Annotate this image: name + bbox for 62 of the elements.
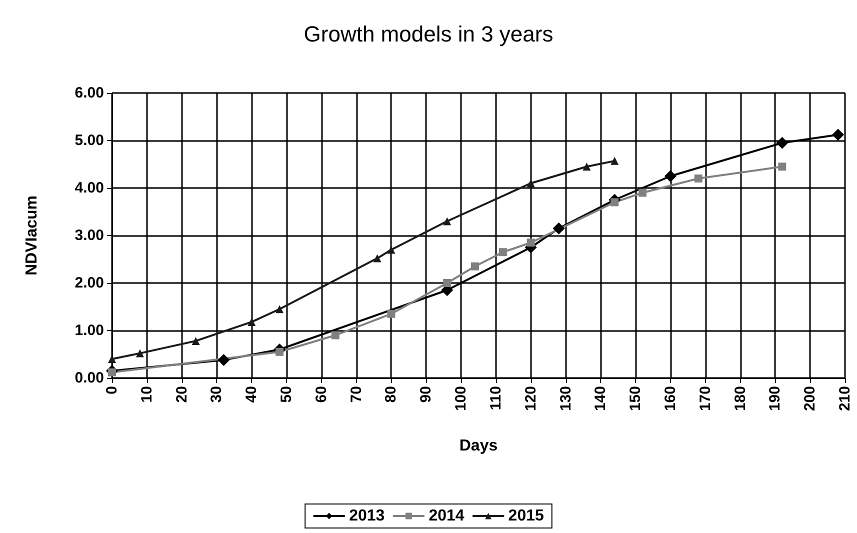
x-tick-label: 160 xyxy=(662,386,679,412)
point xyxy=(471,262,480,270)
x-axis-title: Days xyxy=(459,438,498,454)
point xyxy=(387,310,396,318)
x-tick-label: 150 xyxy=(627,386,644,412)
legend-label: 2014 xyxy=(428,508,464,524)
x-tick-label: 40 xyxy=(243,386,260,403)
y-tick-label: 4.00 xyxy=(74,180,104,196)
point xyxy=(526,238,535,247)
x-tick-label: 70 xyxy=(348,386,365,403)
point xyxy=(776,136,788,149)
x-tick-label: 210 xyxy=(836,386,854,412)
point xyxy=(192,336,200,345)
y-tick-label: 1.00 xyxy=(74,322,104,339)
point xyxy=(610,156,619,165)
x-tick-label: 0 xyxy=(104,386,120,394)
point xyxy=(664,170,676,182)
point xyxy=(136,349,144,358)
point xyxy=(694,174,702,182)
point xyxy=(443,279,452,287)
point xyxy=(248,318,256,326)
chart-title: Growth models in 3 years xyxy=(304,22,554,46)
x-tick-label: 20 xyxy=(173,386,190,403)
y-axis-title: NDVIacum xyxy=(24,195,40,276)
y-tick-label: 2.00 xyxy=(74,274,104,292)
point xyxy=(276,348,284,356)
x-tick-label: 190 xyxy=(766,386,784,412)
point xyxy=(218,354,230,366)
x-tick-label: 100 xyxy=(452,386,470,412)
point xyxy=(108,355,116,363)
point xyxy=(498,248,507,256)
x-tick-label: 140 xyxy=(592,386,610,412)
x-tick-label: 170 xyxy=(696,386,714,412)
x-tick-label: 110 xyxy=(487,386,504,410)
point xyxy=(387,246,396,254)
y-tick-label: 3.00 xyxy=(74,227,104,244)
point xyxy=(638,188,647,197)
y-tick-label: 6.00 xyxy=(74,84,104,102)
point xyxy=(582,162,591,171)
x-tick-label: 60 xyxy=(312,386,330,403)
x-tick-label: 130 xyxy=(557,386,574,412)
legend-label: 2015 xyxy=(508,508,544,524)
point xyxy=(331,331,340,340)
x-tick-label: 180 xyxy=(732,386,749,412)
x-tick-label: 120 xyxy=(522,386,540,412)
point xyxy=(778,162,786,171)
y-tick-label: 5.00 xyxy=(74,132,104,149)
x-tick-label: 80 xyxy=(382,386,400,403)
x-tick-label: 10 xyxy=(138,386,156,403)
x-tick-label: 30 xyxy=(208,386,226,403)
point xyxy=(526,179,535,188)
point xyxy=(276,305,284,314)
x-tick-label: 50 xyxy=(278,386,296,403)
point xyxy=(373,254,382,262)
point xyxy=(832,128,844,141)
y-tick-label: 0.00 xyxy=(74,370,104,386)
legend-label: 2013 xyxy=(349,508,385,524)
point xyxy=(552,222,565,234)
x-tick-label: 200 xyxy=(802,386,819,412)
point xyxy=(610,198,619,206)
point xyxy=(443,217,452,226)
x-tick-label: 90 xyxy=(418,386,435,403)
